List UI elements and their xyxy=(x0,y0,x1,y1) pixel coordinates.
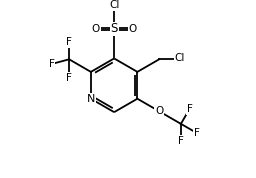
Text: F: F xyxy=(49,59,55,69)
Text: O: O xyxy=(155,106,163,116)
Text: F: F xyxy=(178,136,184,146)
Text: O: O xyxy=(128,24,136,34)
Text: F: F xyxy=(66,73,72,83)
Text: O: O xyxy=(92,24,100,34)
Text: F: F xyxy=(187,104,193,114)
Text: F: F xyxy=(194,127,200,138)
Text: Cl: Cl xyxy=(175,53,185,63)
Text: S: S xyxy=(110,22,118,35)
Text: N: N xyxy=(87,94,95,104)
Text: F: F xyxy=(66,37,72,47)
Text: Cl: Cl xyxy=(109,0,119,10)
